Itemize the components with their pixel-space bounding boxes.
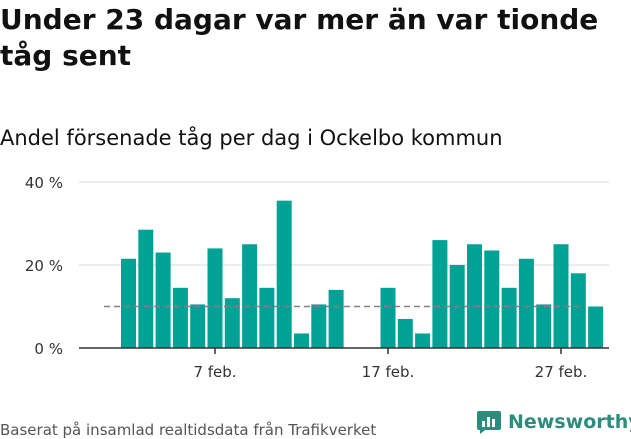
bar xyxy=(380,287,396,348)
bar xyxy=(432,240,448,348)
bar xyxy=(397,318,413,348)
bar xyxy=(311,304,327,348)
bar xyxy=(224,298,240,348)
bar xyxy=(276,200,292,348)
bar xyxy=(518,258,534,348)
bar xyxy=(588,306,604,348)
y-tick-label: 0 % xyxy=(34,340,63,358)
x-tick-label: 17 feb. xyxy=(362,363,415,381)
x-tick-label: 27 feb. xyxy=(535,363,588,381)
bar xyxy=(172,287,188,348)
y-tick-label: 40 % xyxy=(25,174,63,192)
bar xyxy=(138,229,154,348)
newsworthy-logo[interactable]: Newsworthy xyxy=(476,409,631,435)
bar xyxy=(501,287,517,348)
chart-title: Under 23 dagar var mer än var tionde tåg… xyxy=(0,3,599,72)
bar xyxy=(190,304,206,348)
bar xyxy=(155,252,171,348)
bar xyxy=(207,248,223,348)
newsworthy-bubble-icon xyxy=(477,411,501,434)
bar xyxy=(328,289,344,348)
bar xyxy=(294,333,309,348)
y-tick-label: 20 % xyxy=(25,257,63,275)
bar xyxy=(553,244,569,348)
bar xyxy=(570,273,586,348)
bar xyxy=(484,250,500,348)
bar xyxy=(121,258,136,348)
bar xyxy=(415,333,431,348)
bar xyxy=(467,244,482,348)
chart-subtitle: Andel försenade tåg per dag i Ockelbo ko… xyxy=(0,126,503,150)
bar xyxy=(536,304,552,348)
x-tick-label: 7 feb. xyxy=(193,363,236,381)
bar-chart: 0 % 20 % 40 % 7 feb. 17 feb. 27 feb. xyxy=(25,174,609,381)
brand-name: Newsworthy xyxy=(508,411,631,433)
bar xyxy=(259,287,275,348)
bar xyxy=(242,244,258,348)
source-note: Baserat på insamlad realtidsdata från Tr… xyxy=(0,421,377,439)
